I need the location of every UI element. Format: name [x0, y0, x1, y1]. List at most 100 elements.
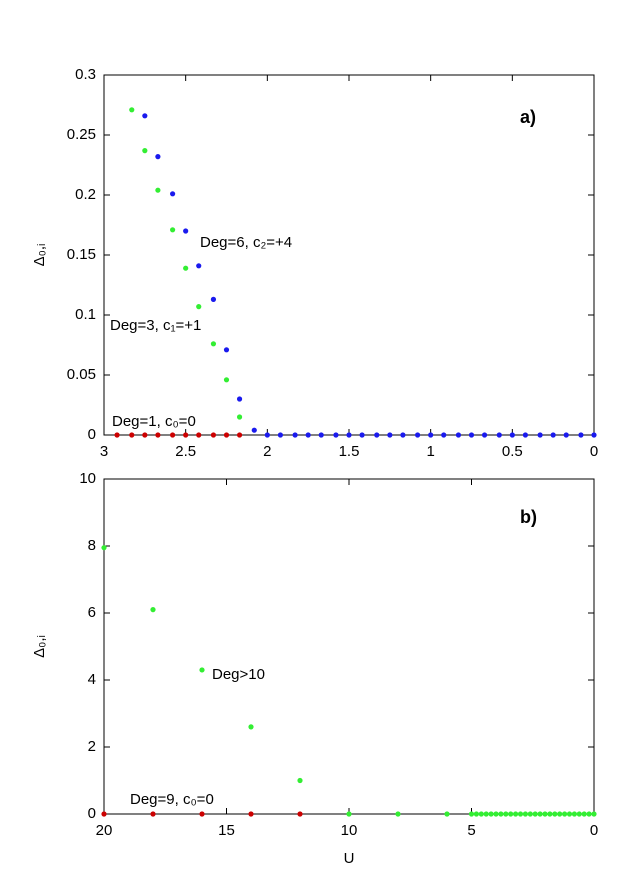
point — [114, 432, 120, 438]
point — [223, 347, 230, 353]
point — [183, 432, 189, 438]
point — [513, 811, 519, 817]
point — [150, 811, 156, 817]
point — [578, 432, 584, 438]
y-tick-label: 0.1 — [75, 306, 96, 323]
x-tick-label: 2 — [263, 443, 271, 460]
annotation: Deg=3, c₁=+1 — [110, 317, 201, 334]
x-axis-label: U — [344, 850, 355, 867]
point — [509, 432, 515, 438]
annotation: Deg=1, c₀=0 — [112, 413, 196, 430]
point — [468, 432, 475, 438]
point — [493, 811, 499, 817]
point — [199, 667, 205, 673]
point — [199, 811, 205, 817]
y-tick-label: 6 — [88, 604, 96, 621]
x-tick-label: 15 — [218, 822, 235, 839]
point — [566, 811, 573, 817]
point — [581, 811, 587, 817]
annotation: Deg=6, c₂=+4 — [200, 234, 292, 251]
point — [387, 432, 393, 438]
point — [264, 432, 270, 438]
point — [236, 396, 243, 402]
point — [170, 432, 176, 438]
point — [150, 607, 156, 613]
point — [129, 432, 135, 438]
point — [155, 154, 161, 160]
point — [552, 811, 558, 817]
point — [483, 811, 489, 817]
point — [236, 432, 243, 438]
y-tick-label: 0.25 — [67, 126, 96, 143]
point — [155, 432, 161, 438]
point — [142, 432, 148, 438]
point — [248, 811, 254, 817]
point — [522, 432, 529, 438]
y-tick-label: 0.15 — [67, 246, 96, 263]
y-tick-label: 0 — [88, 805, 96, 822]
y-tick-label: 10 — [79, 470, 96, 487]
point — [563, 432, 569, 438]
plot-frame — [103, 74, 595, 436]
point — [142, 113, 148, 119]
point — [537, 432, 543, 438]
x-tick-label: 1 — [426, 443, 434, 460]
point — [400, 432, 406, 438]
point — [537, 811, 543, 817]
y-tick-label: 8 — [88, 537, 96, 554]
annotation: Deg=9, c₀=0 — [130, 791, 214, 808]
point — [498, 811, 504, 817]
x-tick-label: 20 — [96, 822, 113, 839]
point — [292, 432, 298, 438]
point — [478, 811, 484, 817]
y-tick-label: 0.2 — [75, 186, 96, 203]
point — [248, 724, 254, 730]
point — [586, 811, 592, 817]
point — [346, 811, 352, 817]
point — [503, 811, 509, 817]
point — [522, 811, 529, 817]
point — [210, 432, 217, 438]
point — [395, 811, 401, 817]
y-axis-label: Δ₀,ᵢ — [31, 635, 48, 658]
annotation: Deg>10 — [212, 666, 265, 683]
point — [428, 432, 434, 438]
x-tick-label: 5 — [467, 822, 475, 839]
point — [196, 263, 202, 269]
y-tick-label: 0.3 — [75, 66, 96, 83]
y-axis-label: Δ₀,ᵢ — [31, 244, 48, 267]
point — [547, 811, 553, 817]
point — [101, 545, 107, 551]
point — [346, 432, 352, 438]
point — [517, 811, 524, 817]
x-tick-label: 0 — [590, 822, 598, 839]
point — [455, 432, 462, 438]
point — [170, 227, 176, 233]
point — [473, 811, 479, 817]
point — [488, 811, 494, 817]
point — [441, 432, 447, 438]
y-tick-label: 4 — [88, 671, 96, 688]
point — [557, 811, 563, 817]
panel-label: b) — [520, 507, 537, 527]
point — [508, 811, 514, 817]
x-tick-label: 10 — [341, 822, 358, 839]
point — [591, 811, 597, 817]
point — [444, 811, 450, 817]
point — [101, 811, 107, 817]
point — [277, 432, 283, 438]
y-tick-label: 0 — [88, 426, 96, 443]
point — [532, 811, 538, 817]
point — [183, 265, 189, 271]
point — [236, 414, 243, 420]
point — [297, 811, 303, 817]
point — [562, 811, 568, 817]
point — [318, 432, 324, 438]
point — [591, 432, 597, 438]
point — [542, 811, 548, 817]
point — [129, 107, 135, 113]
point — [183, 228, 189, 234]
point — [359, 432, 365, 438]
point — [251, 427, 257, 433]
